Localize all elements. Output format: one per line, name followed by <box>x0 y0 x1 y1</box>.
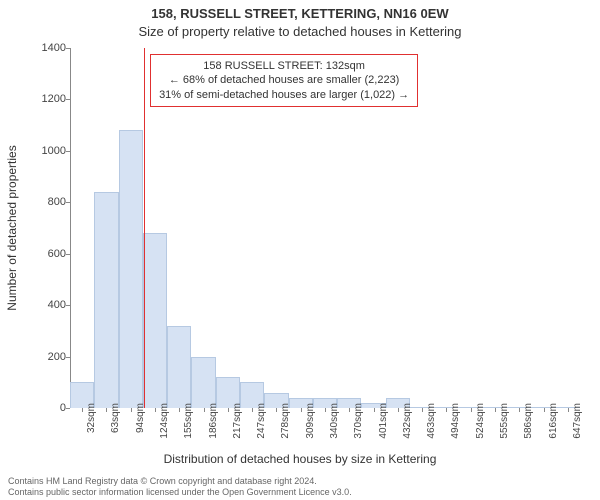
x-tick-label: 186sqm <box>208 403 219 439</box>
x-tick-label: 463sqm <box>426 403 437 439</box>
x-tick-label: 616sqm <box>548 403 559 439</box>
x-tick-mark <box>568 408 569 412</box>
x-tick-mark <box>422 408 423 412</box>
x-tick-label: 524sqm <box>475 403 486 439</box>
y-tick-label: 1400 <box>26 42 66 54</box>
y-tick-mark <box>66 408 70 409</box>
y-tick-mark <box>66 305 70 306</box>
x-tick-mark <box>495 408 496 412</box>
x-tick-mark <box>131 408 132 412</box>
x-tick-label: 124sqm <box>159 403 170 439</box>
callout-line: ← 68% of detached houses are smaller (2,… <box>159 73 409 87</box>
x-tick-label: 309sqm <box>305 403 316 439</box>
chart-title-line2: Size of property relative to detached ho… <box>0 24 600 39</box>
property-marker-line <box>144 48 145 408</box>
footer-line-1: Contains HM Land Registry data © Crown c… <box>8 476 352 487</box>
x-tick-label: 586sqm <box>523 403 534 439</box>
x-tick-mark <box>252 408 253 412</box>
x-axis-label: Distribution of detached houses by size … <box>0 452 600 466</box>
footer-attribution: Contains HM Land Registry data © Crown c… <box>8 476 352 498</box>
property-callout: 158 RUSSELL STREET: 132sqm← 68% of detac… <box>150 54 418 107</box>
y-tick-mark <box>66 202 70 203</box>
x-tick-label: 647sqm <box>572 403 583 439</box>
histogram-bar <box>143 233 167 408</box>
y-tick-mark <box>66 48 70 49</box>
x-tick-label: 278sqm <box>280 403 291 439</box>
y-tick-mark <box>66 357 70 358</box>
chart-title-line1: 158, RUSSELL STREET, KETTERING, NN16 0EW <box>0 6 600 21</box>
x-tick-mark <box>228 408 229 412</box>
chart-plot-area: 020040060080010001200140032sqm63sqm94sqm… <box>70 48 580 408</box>
x-tick-mark <box>106 408 107 412</box>
y-axis-line <box>70 48 71 408</box>
y-tick-mark <box>66 151 70 152</box>
y-tick-mark <box>66 99 70 100</box>
x-tick-mark <box>519 408 520 412</box>
x-tick-mark <box>446 408 447 412</box>
x-tick-label: 155sqm <box>183 403 194 439</box>
histogram-bar <box>191 357 215 408</box>
histogram-bar <box>119 130 143 408</box>
y-tick-label: 600 <box>26 248 66 260</box>
x-tick-mark <box>155 408 156 412</box>
x-tick-mark <box>325 408 326 412</box>
x-tick-mark <box>301 408 302 412</box>
x-tick-mark <box>398 408 399 412</box>
callout-line: 31% of semi-detached houses are larger (… <box>159 88 409 102</box>
callout-line: 158 RUSSELL STREET: 132sqm <box>159 59 409 73</box>
x-tick-mark <box>349 408 350 412</box>
x-tick-mark <box>82 408 83 412</box>
x-tick-label: 247sqm <box>256 403 267 439</box>
histogram-bar <box>167 326 191 408</box>
x-tick-label: 555sqm <box>499 403 510 439</box>
x-tick-mark <box>179 408 180 412</box>
x-tick-mark <box>471 408 472 412</box>
x-tick-label: 432sqm <box>402 403 413 439</box>
x-tick-mark <box>374 408 375 412</box>
y-tick-label: 200 <box>26 351 66 363</box>
x-tick-label: 494sqm <box>450 403 461 439</box>
x-tick-mark <box>204 408 205 412</box>
x-tick-label: 370sqm <box>353 403 364 439</box>
footer-line-2: Contains public sector information licen… <box>8 487 352 498</box>
x-tick-mark <box>276 408 277 412</box>
y-tick-label: 800 <box>26 196 66 208</box>
y-axis-label: Number of detached properties <box>5 145 19 310</box>
x-tick-label: 401sqm <box>378 403 389 439</box>
y-tick-label: 1200 <box>26 93 66 105</box>
x-tick-label: 340sqm <box>329 403 340 439</box>
y-tick-mark <box>66 254 70 255</box>
y-tick-label: 0 <box>26 402 66 414</box>
x-tick-label: 217sqm <box>232 403 243 439</box>
y-tick-label: 400 <box>26 299 66 311</box>
y-tick-label: 1000 <box>26 145 66 157</box>
histogram-bar <box>94 192 118 408</box>
x-tick-mark <box>544 408 545 412</box>
